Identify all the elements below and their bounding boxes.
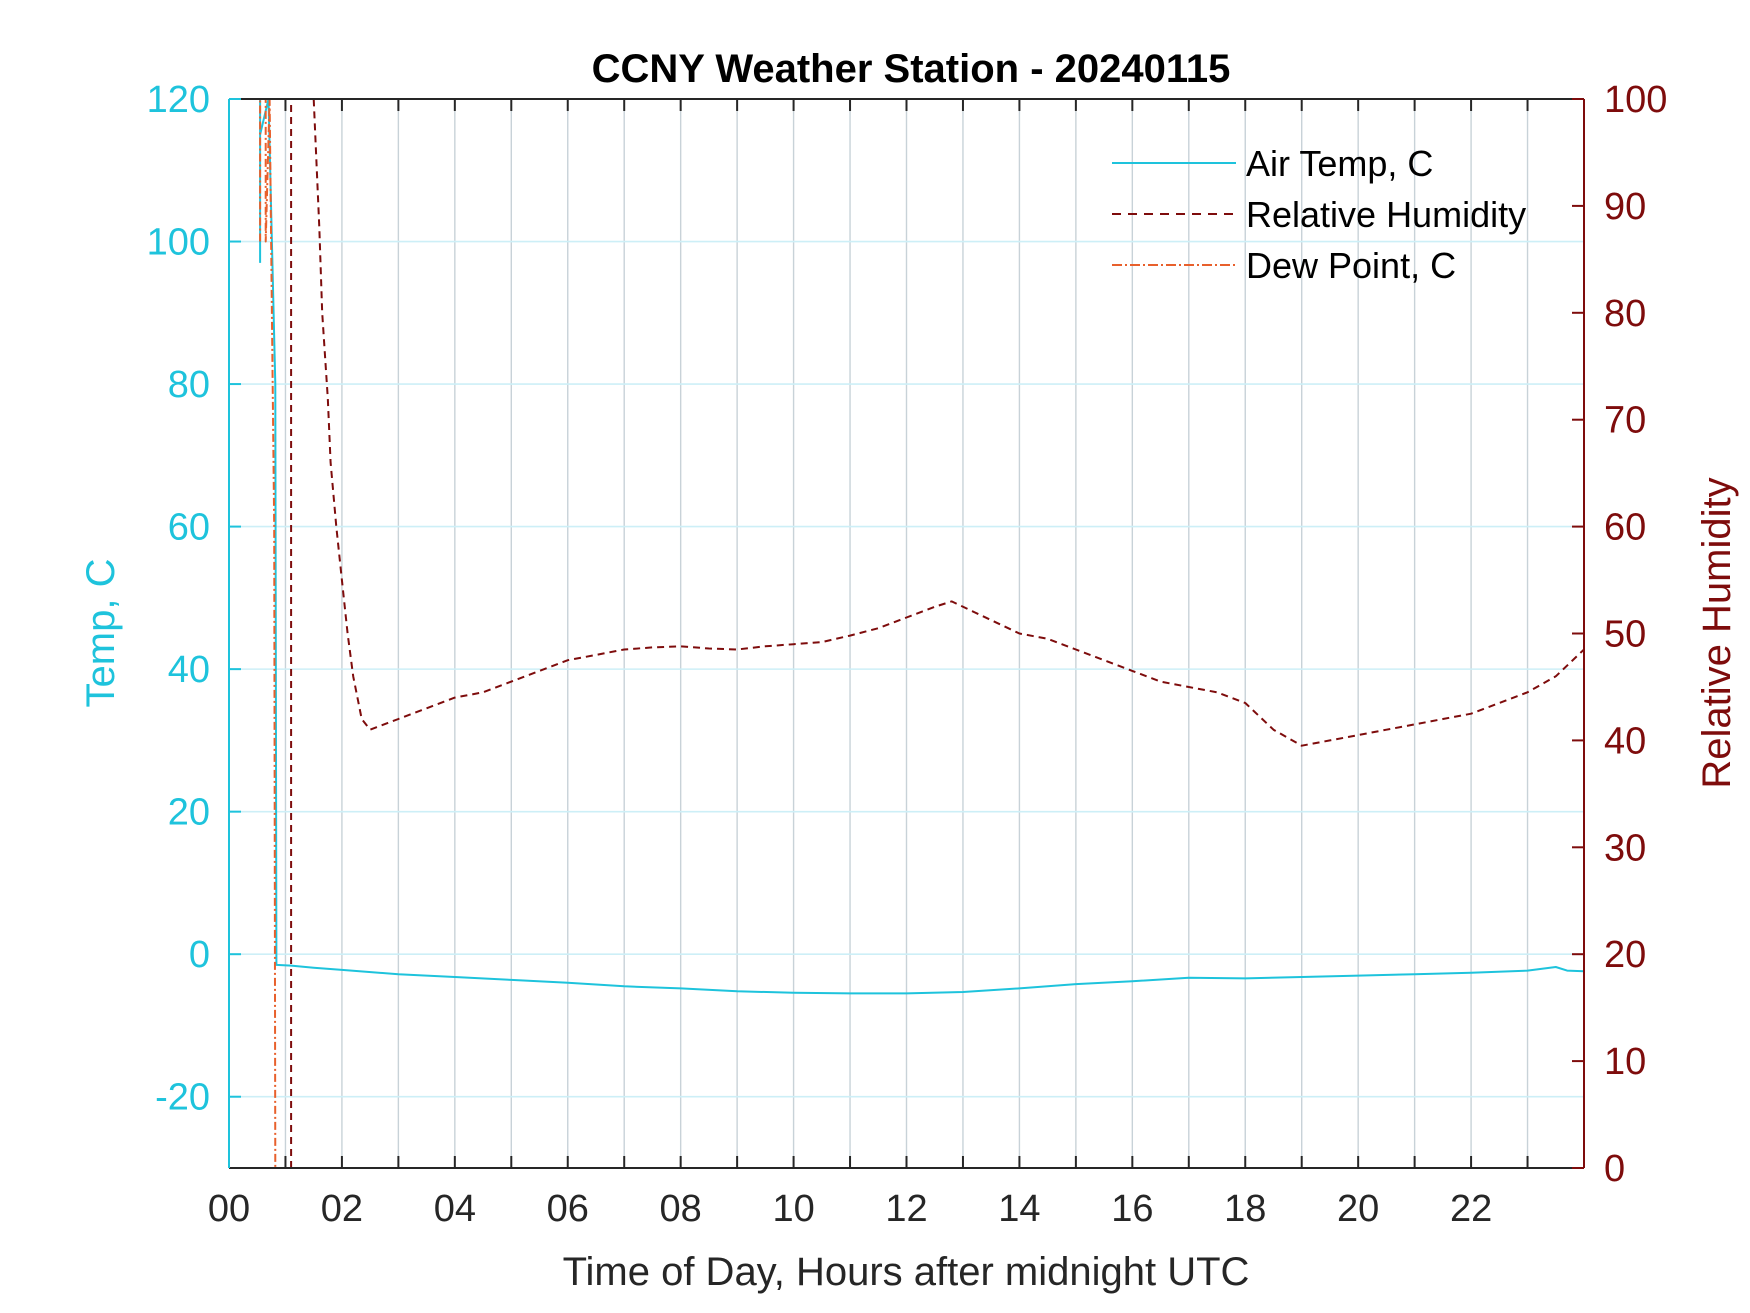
y-left-tick-label: -20 [155, 1077, 210, 1119]
series-line-air-temp [259, 99, 1584, 995]
y-right-tick-label: 80 [1604, 293, 1646, 335]
y-right-tick-label: 70 [1604, 400, 1646, 442]
x-tick-label: 06 [547, 1188, 589, 1230]
y-right-tick-label: 40 [1604, 720, 1646, 762]
y-right-tick-label: 30 [1604, 827, 1646, 869]
legend: Air Temp, C Relative Humidity Dew Point,… [1112, 143, 1526, 286]
axes [228, 98, 1585, 1169]
legend-label-dew-point: Dew Point, C [1246, 245, 1456, 286]
y-right-tick-label: 90 [1604, 186, 1646, 228]
y-right-tick-label: 60 [1604, 507, 1646, 549]
x-tick-label: 14 [998, 1188, 1040, 1230]
y-right-tick-label: 50 [1604, 614, 1646, 656]
plot-series [259, 99, 1584, 1168]
y-left-tick-label: 60 [168, 507, 210, 549]
x-tick-label: 02 [321, 1188, 363, 1230]
y-left-tick-label: 120 [147, 79, 210, 121]
y-left-tick-label: 0 [189, 934, 210, 976]
legend-label-air-temp: Air Temp, C [1246, 143, 1433, 184]
x-tick-label: 18 [1224, 1188, 1266, 1230]
x-tick-label: 10 [772, 1188, 814, 1230]
y-left-tick-label: 80 [168, 364, 210, 406]
y-axis-right-label: Relative Humidity [1695, 477, 1739, 788]
y-right-tick-label: 10 [1604, 1041, 1646, 1083]
tick-labels: 00 02 04 06 08 10 12 14 16 18 20 22-200204060801001… [147, 79, 1668, 1230]
x-tick-label: 16 [1111, 1188, 1153, 1230]
chart-title: CCNY Weather Station - 20240115 [592, 47, 1231, 91]
x-tick-label: 04 [434, 1188, 476, 1230]
legend-label-relative-humidity: Relative Humidity [1246, 194, 1526, 235]
x-tick-label: 22 [1450, 1188, 1492, 1230]
series-line-dew-point [259, 99, 277, 1168]
y-left-tick-label: 100 [147, 222, 210, 264]
y-right-tick-label: 100 [1604, 79, 1667, 121]
y-left-tick-label: 40 [168, 649, 210, 691]
x-tick-label: 12 [885, 1188, 927, 1230]
x-tick-label: 00 [208, 1188, 250, 1230]
x-axis-label: Time of Day, Hours after midnight UTC [563, 1250, 1250, 1294]
x-tick-label: 20 [1337, 1188, 1379, 1230]
x-tick-label: 08 [660, 1188, 702, 1230]
y-right-tick-label: 20 [1604, 934, 1646, 976]
y-left-tick-label: 20 [168, 792, 210, 834]
y-right-tick-label: 0 [1604, 1148, 1625, 1190]
y-axis-left-label: Temp, C [79, 559, 123, 708]
grid-lines [229, 98, 1584, 1168]
series-line-relative-humidity [290, 99, 1584, 1168]
